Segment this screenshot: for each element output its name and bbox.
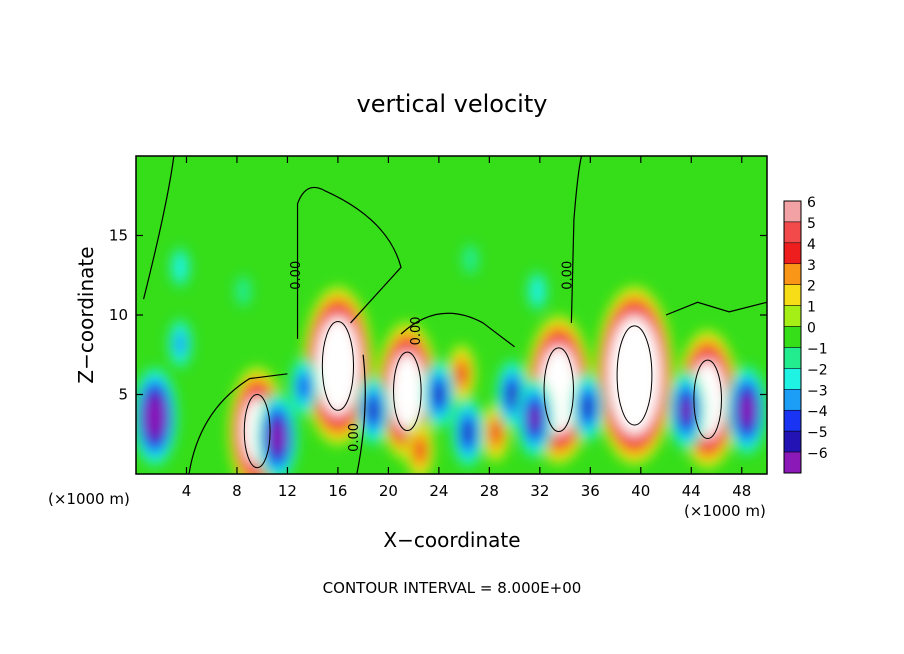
colorbar-label: −5 (807, 425, 828, 441)
y-tick-label: 5 (118, 386, 128, 404)
colorbar-swatch (783, 221, 802, 244)
velocity-cell (490, 422, 501, 444)
colorbar-label: 4 (807, 237, 816, 253)
x-tick-label: 36 (581, 482, 600, 500)
y-axis-label: Z−coordinate (74, 246, 98, 383)
core-contour (243, 393, 271, 469)
colorbar-swatch (783, 305, 802, 327)
x-tick-label: 8 (232, 482, 242, 500)
contour-label: 0.00 (289, 261, 304, 290)
contour-label: 0.00 (409, 316, 424, 345)
velocity-cell (462, 244, 479, 275)
x-tick-label: 40 (631, 482, 650, 500)
colorbar: 6 5 4 3 2 1 0 −1 −2 −3 −4 −5 −6 (783, 195, 828, 474)
contour-label: 0.00 (347, 423, 362, 452)
x-tick-label: 16 (328, 482, 347, 500)
velocity-field (136, 156, 767, 474)
colorbar-label: −4 (807, 404, 828, 420)
zero-contour (665, 301, 767, 316)
velocity-cell (150, 407, 160, 427)
colorbar-swatch (783, 389, 802, 411)
x-tick-label: 44 (682, 482, 701, 500)
x-tick-label: 20 (379, 482, 398, 500)
colorbar-label: −1 (807, 341, 828, 357)
core-contour (321, 320, 355, 411)
colorbar-label: −6 (807, 446, 828, 462)
x-tick-label: 32 (530, 482, 549, 500)
velocity-cell (235, 276, 252, 307)
velocity-cell (368, 400, 378, 421)
x-tick-label: 12 (278, 482, 297, 500)
velocity-cell (463, 422, 473, 443)
colorbar-swatch (783, 284, 802, 306)
x-tick-label: 4 (182, 482, 192, 500)
colorbar-swatch (783, 368, 802, 390)
velocity-cell (414, 439, 425, 461)
zero-contour (142, 156, 175, 300)
velocity-cell (530, 408, 540, 429)
colorbar-swatch (783, 451, 802, 474)
colorbar-swatch (783, 200, 802, 223)
colorbar-swatch (783, 263, 802, 285)
y-tick-label: 15 (109, 227, 128, 245)
colorbar-swatch (783, 242, 802, 265)
zero-contour (188, 373, 288, 474)
colorbar-label: 1 (807, 300, 816, 316)
velocity-cell (583, 397, 593, 418)
colorbar-label: 5 (807, 216, 816, 232)
colorbar-label: 2 (807, 279, 816, 295)
x-units-right: (×1000 m) (684, 502, 766, 520)
velocity-cell (174, 332, 186, 355)
zero-contours: 0.00 0.00 0.00 0.00 (142, 156, 767, 474)
core-contour (543, 347, 574, 433)
colorbar-frame (783, 200, 802, 474)
velocity-cell (554, 380, 563, 399)
velocity-cell (507, 384, 517, 405)
x-tick-label: 48 (732, 482, 751, 500)
contour-interval-note: CONTOUR INTERVAL = 8.000E+00 (323, 579, 582, 597)
core-contour (616, 325, 653, 426)
core-contour (393, 351, 422, 432)
velocity-cell (681, 400, 691, 421)
x-axis-ticks: 4 8 12 16 20 24 28 32 36 40 44 48 (182, 156, 751, 500)
velocity-cell (531, 278, 544, 304)
colorbar-swatch (783, 430, 802, 453)
y-tick-label: 10 (109, 306, 128, 324)
velocity-cell (456, 363, 467, 385)
colorbar-label: 6 (807, 195, 816, 211)
chart-title: vertical velocity (357, 90, 548, 118)
colorbar-swatch (783, 326, 802, 348)
velocity-cell (403, 382, 412, 401)
x-axis-label: X−coordinate (383, 528, 520, 552)
velocity-cell (434, 384, 444, 405)
x-units-left: (×1000 m) (48, 490, 130, 508)
core-contour (693, 359, 722, 439)
velocity-cell (173, 254, 187, 280)
velocity-cell (334, 357, 342, 375)
velocity-cell (742, 400, 752, 420)
colorbar-swatch (783, 347, 802, 369)
zero-contour (296, 186, 402, 339)
x-tick-label: 24 (429, 482, 448, 500)
colorbar-label: −3 (807, 383, 828, 399)
velocity-cell (298, 376, 309, 397)
zero-contour (570, 156, 583, 323)
zero-contour (400, 312, 515, 348)
field-cells (136, 244, 767, 474)
contour-label: 0.00 (560, 261, 575, 290)
velocity-cell (630, 366, 639, 385)
colorbar-label: 3 (807, 258, 816, 274)
colorbar-swatch (783, 409, 802, 432)
colorbar-label: 0 (807, 321, 816, 337)
velocity-cell (703, 390, 712, 409)
velocity-cell (272, 427, 282, 447)
colorbar-label: −2 (807, 362, 828, 378)
x-tick-label: 28 (480, 482, 499, 500)
zero-contour (356, 354, 366, 474)
y-axis-ticks: 5 10 15 (109, 227, 767, 404)
